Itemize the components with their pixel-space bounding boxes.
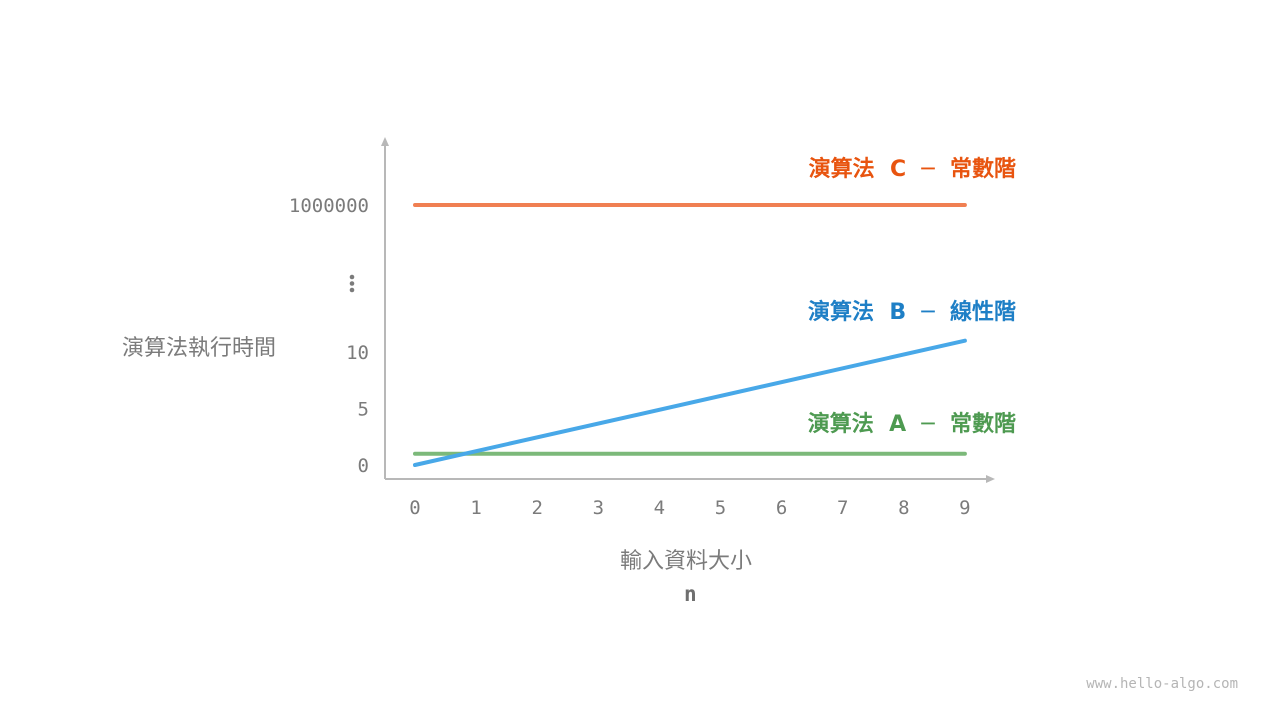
- x-tick-label: 3: [593, 497, 604, 519]
- y-axis-title: 演算法執行時間: [122, 336, 277, 361]
- y-break-dot: [349, 274, 355, 280]
- y-break-dot: [349, 281, 355, 286]
- x-tick-label: 9: [959, 497, 970, 519]
- y-tick-label: 0: [358, 455, 369, 477]
- series-label-1: 演算法 B ─ 線性階: [808, 299, 1016, 325]
- watermark: www.hello-algo.com: [1086, 676, 1238, 692]
- y-axis-arrowhead: [381, 137, 389, 146]
- series-line-1: [413, 338, 967, 467]
- series-label-2: 演算法 C ─ 常數階: [809, 156, 1016, 182]
- x-tick-label: 4: [654, 497, 665, 519]
- x-tick-labels: 0 1 2 3 4 5 6 7 8 9: [409, 497, 970, 519]
- axes: [381, 137, 995, 483]
- x-tick-label: 7: [837, 497, 848, 519]
- x-axis-title: 輸入資料大小: [620, 549, 753, 574]
- series-label-0: 演算法 A ─ 常數階: [808, 411, 1016, 437]
- x-tick-label: 2: [531, 497, 542, 519]
- y-tick-labels: 0 5 10 1000000: [289, 195, 369, 477]
- x-axis-arrowhead: [986, 475, 995, 483]
- x-tick-label: 8: [898, 497, 909, 519]
- y-break-dot: [349, 287, 355, 293]
- y-axis-break-dots: [349, 274, 355, 293]
- y-tick-label: 1000000: [289, 195, 369, 217]
- x-variable-label: n: [684, 582, 697, 606]
- series-lines: [413, 203, 967, 467]
- y-tick-label: 5: [358, 399, 369, 421]
- x-tick-label: 1: [470, 497, 481, 519]
- y-tick-label: 10: [346, 342, 369, 364]
- x-tick-label: 5: [715, 497, 726, 519]
- x-tick-label: 6: [776, 497, 787, 519]
- x-tick-label: 0: [409, 497, 420, 519]
